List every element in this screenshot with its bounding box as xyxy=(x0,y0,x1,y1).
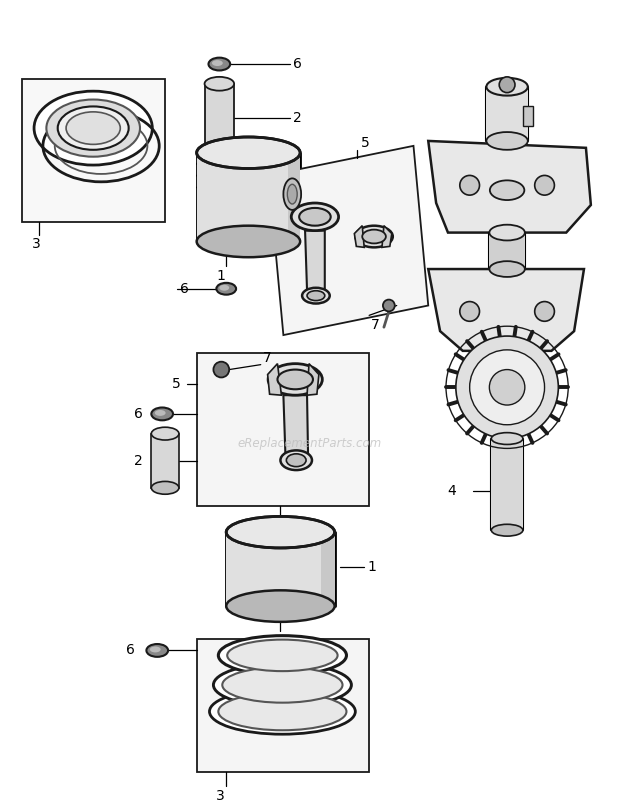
Polygon shape xyxy=(288,152,300,241)
Ellipse shape xyxy=(150,646,161,652)
Ellipse shape xyxy=(362,229,386,244)
Ellipse shape xyxy=(208,58,230,71)
Text: 6: 6 xyxy=(293,57,302,71)
Ellipse shape xyxy=(280,451,312,470)
Text: 5: 5 xyxy=(361,136,370,150)
Bar xyxy=(197,353,369,505)
Circle shape xyxy=(534,176,554,195)
Ellipse shape xyxy=(66,111,120,144)
Circle shape xyxy=(460,302,479,322)
Polygon shape xyxy=(197,152,300,241)
Text: eReplacementParts.com: eReplacementParts.com xyxy=(238,437,382,450)
Bar xyxy=(197,638,369,772)
Polygon shape xyxy=(491,439,523,530)
Ellipse shape xyxy=(34,91,153,165)
Text: 2: 2 xyxy=(293,111,302,125)
Ellipse shape xyxy=(226,516,335,548)
Ellipse shape xyxy=(212,60,223,66)
Ellipse shape xyxy=(216,283,236,294)
Circle shape xyxy=(213,362,229,378)
Polygon shape xyxy=(355,225,364,247)
Ellipse shape xyxy=(491,432,523,444)
Bar xyxy=(151,434,179,488)
Text: 7: 7 xyxy=(371,318,380,332)
Ellipse shape xyxy=(218,693,347,731)
Circle shape xyxy=(499,77,515,93)
Polygon shape xyxy=(321,533,335,606)
Text: 6: 6 xyxy=(180,282,188,296)
Ellipse shape xyxy=(223,667,342,703)
Polygon shape xyxy=(307,363,319,395)
Ellipse shape xyxy=(355,225,393,247)
Polygon shape xyxy=(382,225,392,247)
Ellipse shape xyxy=(291,203,339,231)
Circle shape xyxy=(534,302,554,322)
Ellipse shape xyxy=(205,146,234,160)
Ellipse shape xyxy=(307,291,325,301)
Ellipse shape xyxy=(219,285,229,291)
Text: 1: 1 xyxy=(367,560,376,573)
Ellipse shape xyxy=(489,261,525,277)
Ellipse shape xyxy=(155,410,166,416)
Ellipse shape xyxy=(58,107,129,150)
Text: 6: 6 xyxy=(126,643,135,658)
Polygon shape xyxy=(268,146,428,335)
Ellipse shape xyxy=(490,180,525,200)
Text: 4: 4 xyxy=(447,484,456,498)
Circle shape xyxy=(460,176,479,195)
Polygon shape xyxy=(487,87,528,141)
Circle shape xyxy=(383,300,395,311)
Ellipse shape xyxy=(226,590,335,622)
Ellipse shape xyxy=(227,640,338,671)
Polygon shape xyxy=(523,107,533,126)
Polygon shape xyxy=(428,269,584,350)
Ellipse shape xyxy=(205,77,234,91)
Ellipse shape xyxy=(299,208,330,225)
Ellipse shape xyxy=(197,137,300,168)
Text: 3: 3 xyxy=(32,237,41,251)
Text: 3: 3 xyxy=(216,789,225,802)
Ellipse shape xyxy=(278,370,313,389)
Ellipse shape xyxy=(146,644,168,657)
Polygon shape xyxy=(489,233,525,269)
Ellipse shape xyxy=(210,689,355,734)
Ellipse shape xyxy=(268,363,322,395)
Circle shape xyxy=(470,350,544,425)
Ellipse shape xyxy=(302,288,330,303)
Ellipse shape xyxy=(487,132,528,150)
Ellipse shape xyxy=(151,481,179,494)
Text: 7: 7 xyxy=(263,350,272,365)
Ellipse shape xyxy=(151,427,179,440)
Ellipse shape xyxy=(218,636,347,675)
Ellipse shape xyxy=(213,663,352,707)
Ellipse shape xyxy=(489,225,525,241)
Text: 2: 2 xyxy=(134,454,143,468)
Ellipse shape xyxy=(491,525,523,536)
Circle shape xyxy=(489,370,525,405)
Polygon shape xyxy=(305,231,325,291)
Polygon shape xyxy=(226,533,335,606)
Polygon shape xyxy=(283,395,308,453)
Text: 5: 5 xyxy=(172,378,181,391)
Polygon shape xyxy=(268,363,281,395)
Text: 1: 1 xyxy=(216,269,225,283)
Ellipse shape xyxy=(197,225,300,257)
Ellipse shape xyxy=(151,407,173,420)
Ellipse shape xyxy=(283,178,301,210)
Ellipse shape xyxy=(286,454,306,467)
Ellipse shape xyxy=(46,99,140,156)
Text: 6: 6 xyxy=(133,407,143,421)
Ellipse shape xyxy=(487,78,528,95)
Ellipse shape xyxy=(287,184,297,204)
Polygon shape xyxy=(428,141,591,233)
Circle shape xyxy=(456,336,559,439)
Polygon shape xyxy=(22,79,165,221)
Bar xyxy=(205,83,234,152)
